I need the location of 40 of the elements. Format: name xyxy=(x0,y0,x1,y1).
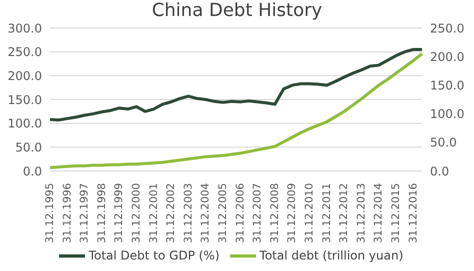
x-tick-label: 31.12.1999 xyxy=(113,183,126,244)
x-tick-label: 31.12.2012 xyxy=(338,183,350,244)
x-tick-label: 31.12.1995 xyxy=(44,183,56,244)
x-tick-label: 31.12.2016 xyxy=(407,182,420,244)
x-tick-label: 31.12.1997 xyxy=(78,183,91,244)
x-tick-label: 31.12.2006 xyxy=(234,182,246,244)
y2-tick-label: 100.0 xyxy=(430,107,464,122)
x-tick-label: 31.12.2004 xyxy=(200,182,212,244)
legend-label: Total debt (trillion yuan) xyxy=(260,248,404,262)
y-tick-label: 50.0 xyxy=(15,140,42,154)
y2-tick-label: 250.0 xyxy=(430,21,464,36)
x-tick-label: 31.12.2010 xyxy=(304,183,316,244)
x-tick-label: 31.12.2000 xyxy=(130,183,143,244)
y2-tick-label: 150.0 xyxy=(430,78,464,92)
x-tick-label: 31.12.2005 xyxy=(217,183,230,244)
x-tick-label: 31.12.1996 xyxy=(61,182,74,244)
y2-tick-label: 50.0 xyxy=(430,136,457,150)
x-tick-label: 31.12.2013 xyxy=(355,183,368,244)
y-tick-label: 150.0 xyxy=(8,92,42,107)
line-series xyxy=(48,48,424,122)
x-tick-label: 31.12.2011 xyxy=(320,183,333,244)
x-tick-label: 31.12.1998 xyxy=(96,183,108,244)
y-tick-label: 250.0 xyxy=(8,45,42,60)
x-tick-label: 31.12.2007 xyxy=(252,183,264,244)
legend-label: Total Debt to GDP (%) xyxy=(88,248,220,262)
y2-tick-label: 0.0 xyxy=(430,164,450,178)
y-tick-label: 200.0 xyxy=(8,68,42,83)
y2-tick-label: 200.0 xyxy=(430,50,464,64)
line-series xyxy=(48,52,424,170)
x-tick-label: 31.12.2009 xyxy=(286,183,298,244)
x-tick-label: 31.12.2008 xyxy=(268,183,281,244)
y-tick-label: 300.0 xyxy=(8,21,42,36)
x-tick-label: 31.12.2003 xyxy=(182,183,194,244)
y-tick-label: 100.0 xyxy=(8,116,42,131)
x-tick-label: 31.12.2014 xyxy=(372,182,385,244)
chart-title: China Debt History xyxy=(150,0,324,21)
x-tick-label: 31.12.2002 xyxy=(165,183,178,244)
x-tick-label: 31.12.2015 xyxy=(390,183,402,244)
y-tick-label: 0.0 xyxy=(22,164,42,178)
x-tick-label: 31.12.2001 xyxy=(148,183,160,244)
